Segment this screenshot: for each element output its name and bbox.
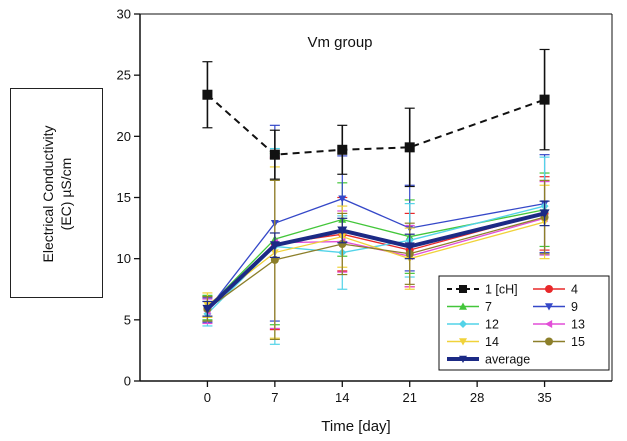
legend-label: 9: [571, 300, 578, 314]
data-point: [539, 94, 550, 105]
data-point: [202, 304, 213, 314]
data-point: [337, 144, 348, 155]
x-tick-label: 14: [335, 390, 349, 405]
legend-label: 4: [571, 283, 578, 297]
legend: 1 [cH] 7 12 14 average 4 9 13 15: [438, 275, 610, 371]
x-tick-label: 0: [204, 390, 211, 405]
x-tick-label: 21: [402, 390, 416, 405]
data-point: [269, 149, 280, 160]
legend-item: 12: [447, 318, 499, 332]
y-tick-label: 5: [124, 312, 131, 327]
series-average: [202, 200, 550, 317]
legend-label: 1 [cH]: [485, 283, 518, 297]
legend-swatch-marker: [545, 303, 553, 311]
legend-item: 14: [447, 335, 499, 349]
y-tick-label: 20: [117, 129, 131, 144]
legend-swatch-marker: [459, 355, 467, 363]
legend-label: 13: [571, 318, 585, 332]
legend-item: average: [447, 353, 530, 367]
legend-label: 12: [485, 318, 499, 332]
legend-label: 15: [571, 335, 585, 349]
y-tick-label: 25: [117, 68, 131, 83]
data-point: [338, 239, 347, 248]
legend-swatch-marker: [459, 285, 467, 293]
y-axis-label-box: Electrical Conductivity (EC) µS/cm: [10, 88, 103, 298]
legend-swatch-marker: [545, 285, 553, 293]
x-tick-label: 7: [271, 390, 278, 405]
legend-item: 15: [533, 335, 585, 349]
legend-item: 4: [533, 283, 578, 297]
x-axis-label: Time [day]: [321, 418, 390, 435]
legend-swatch-marker: [459, 302, 467, 310]
legend-swatch-marker: [459, 320, 467, 328]
legend-label: 7: [485, 300, 492, 314]
legend-item: 7: [447, 300, 492, 314]
y-tick-label: 10: [117, 251, 131, 266]
legend-label: average: [485, 353, 530, 367]
legend-swatch-marker: [459, 338, 467, 346]
data-point: [338, 195, 347, 203]
series-line: [206, 93, 545, 156]
data-point: [539, 209, 550, 219]
y-tick-label: 30: [117, 7, 131, 22]
legend-item: 1 [cH]: [447, 283, 518, 297]
data-point: [337, 226, 348, 236]
legend-item: 13: [533, 318, 585, 332]
y-tick-label: 15: [117, 190, 131, 205]
x-tick-label: 28: [470, 390, 484, 405]
legend-box: [438, 275, 610, 371]
legend-item: 9: [533, 300, 578, 314]
data-point: [404, 242, 415, 252]
chart-title: Vm group: [307, 34, 372, 51]
data-point: [404, 142, 415, 153]
legend-swatch-marker: [545, 337, 553, 346]
data-point: [202, 89, 213, 100]
series-1-ch-: [202, 48, 550, 188]
legend-label: 14: [485, 335, 499, 349]
data-point: [269, 241, 280, 251]
legend-swatch-marker: [545, 320, 553, 328]
y-tick-label: 0: [124, 374, 131, 389]
x-tick-label: 35: [537, 390, 551, 405]
